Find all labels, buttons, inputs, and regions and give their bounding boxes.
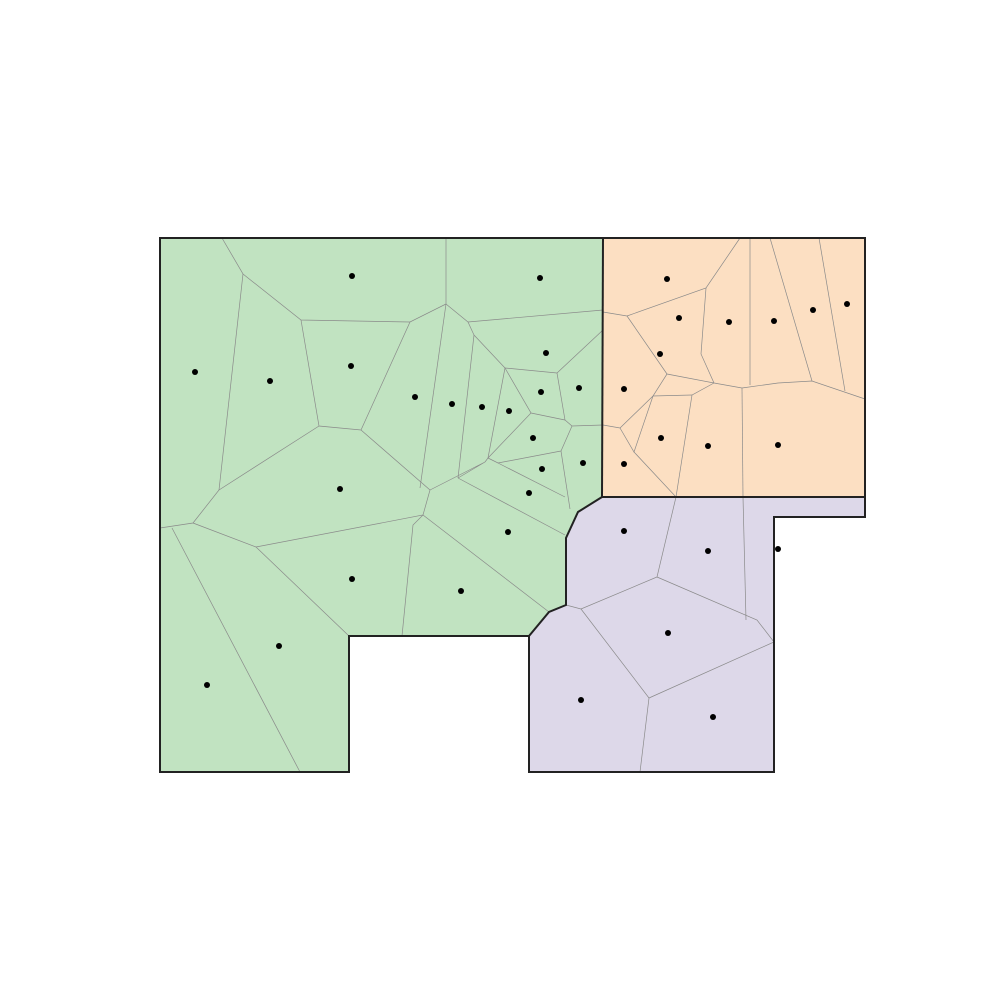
orange-region xyxy=(602,238,865,497)
green-purple-boundary xyxy=(528,496,603,637)
cell-edge xyxy=(473,334,506,463)
site-point xyxy=(267,378,273,384)
site-point xyxy=(530,435,536,441)
site-point xyxy=(621,528,627,534)
site-point xyxy=(349,273,355,279)
site-point xyxy=(479,404,485,410)
cell-edge xyxy=(741,387,744,498)
site-point xyxy=(276,643,282,649)
site-point xyxy=(449,401,455,407)
site-point xyxy=(539,466,545,472)
site-point xyxy=(844,301,850,307)
site-point xyxy=(665,630,671,636)
site-point xyxy=(537,275,543,281)
cell-edge xyxy=(171,527,301,773)
region-fills xyxy=(160,238,865,772)
site-point xyxy=(578,697,584,703)
site-point xyxy=(526,490,532,496)
cell-edge xyxy=(218,425,320,491)
outer-boundary xyxy=(159,237,866,773)
cell-edge xyxy=(255,546,350,637)
cell-edge xyxy=(565,496,677,610)
cell-edges xyxy=(159,237,866,773)
site-point xyxy=(775,442,781,448)
site-point xyxy=(775,546,781,552)
sites xyxy=(192,273,850,720)
site-point xyxy=(192,369,198,375)
cell-edge xyxy=(818,237,846,392)
cell-edge xyxy=(457,477,566,536)
site-point xyxy=(349,576,355,582)
cell-edge xyxy=(602,237,741,317)
cell-edge xyxy=(648,576,775,699)
cell-edge xyxy=(700,287,715,384)
site-point xyxy=(657,351,663,357)
green-region xyxy=(160,238,603,772)
region-borders xyxy=(159,237,866,773)
site-point xyxy=(726,319,732,325)
site-point xyxy=(506,408,512,414)
cell-edge xyxy=(300,319,411,431)
site-point xyxy=(576,385,582,391)
site-point xyxy=(658,435,664,441)
site-point xyxy=(705,443,711,449)
site-point xyxy=(348,363,354,369)
cell-edge xyxy=(422,514,550,613)
site-point xyxy=(204,682,210,688)
cell-edge xyxy=(497,462,566,498)
site-point xyxy=(543,350,549,356)
cell-edge xyxy=(419,303,447,489)
site-point xyxy=(771,318,777,324)
cell-edge xyxy=(580,608,650,773)
site-point xyxy=(621,461,627,467)
site-point xyxy=(705,548,711,554)
site-point xyxy=(810,307,816,313)
site-point xyxy=(710,714,716,720)
green-orange-boundary xyxy=(601,237,604,498)
site-point xyxy=(676,315,682,321)
site-point xyxy=(337,486,343,492)
cell-edge xyxy=(769,237,813,382)
site-point xyxy=(505,529,511,535)
cell-edge xyxy=(742,496,747,621)
site-point xyxy=(412,394,418,400)
site-point xyxy=(538,389,544,395)
cell-edge xyxy=(401,514,424,637)
site-point xyxy=(664,276,670,282)
site-point xyxy=(621,386,627,392)
site-point xyxy=(580,460,586,466)
cell-edge xyxy=(652,373,715,397)
purple-region xyxy=(529,497,865,772)
site-point xyxy=(458,588,464,594)
